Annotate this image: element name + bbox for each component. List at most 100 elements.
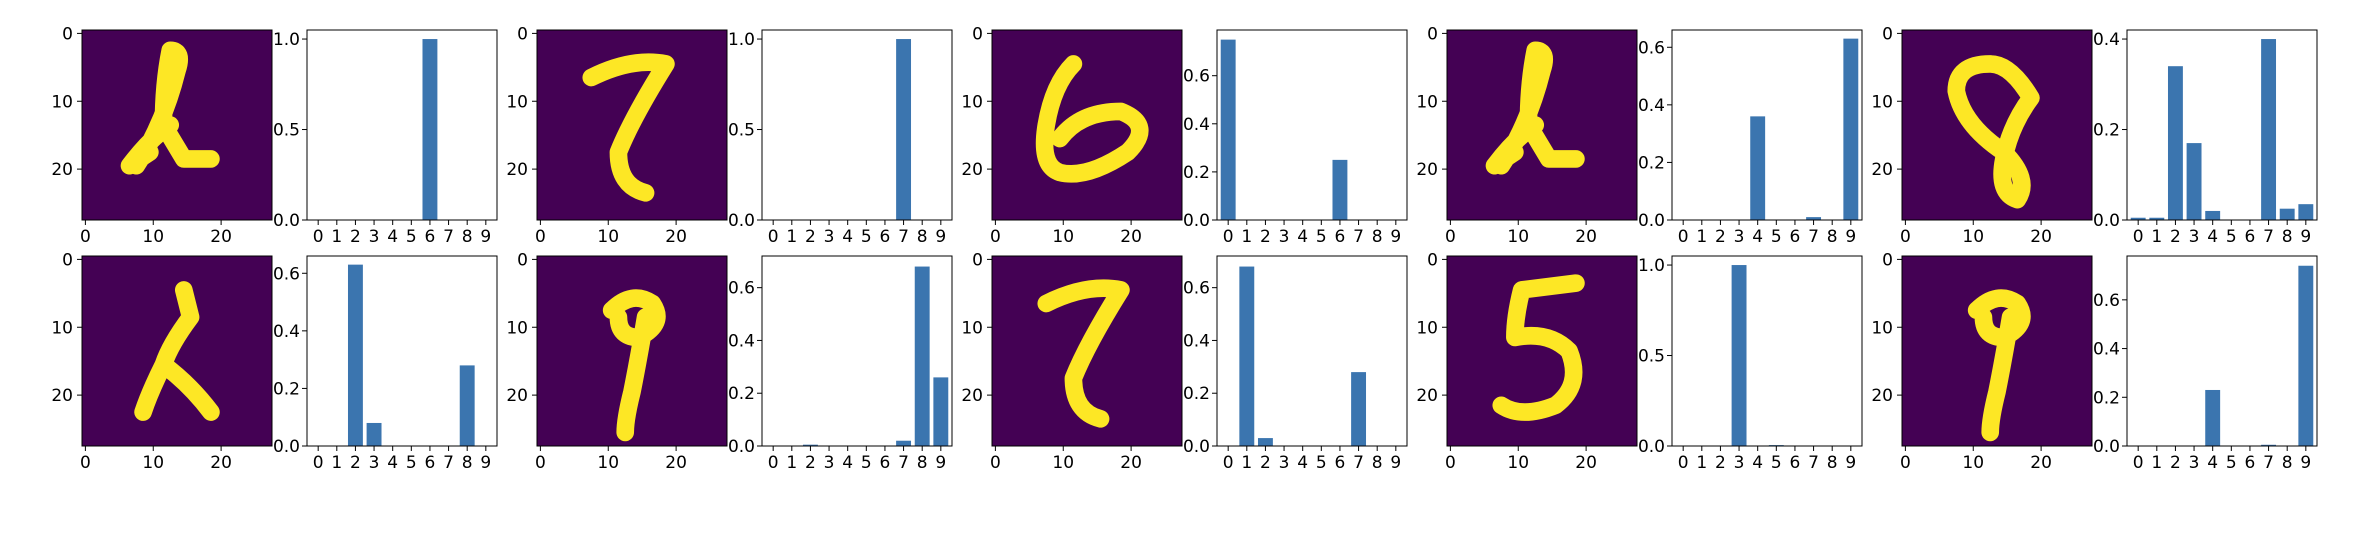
bar-xtick-label: 4 bbox=[2207, 227, 2218, 247]
image-xtick-label: 0 bbox=[990, 227, 1001, 247]
bar-chart-frame bbox=[306, 255, 498, 447]
image-ytick-label: 20 bbox=[1871, 386, 1893, 406]
bar-xtick-label: 0 bbox=[1223, 227, 1234, 247]
probability-bar bbox=[459, 365, 475, 446]
bar-xtick-label: 9 bbox=[480, 227, 491, 247]
bar-ytick-label: 0.0 bbox=[1638, 437, 1665, 457]
probability-bar bbox=[914, 266, 930, 446]
probability-bar-chart: 0.0 0.2 0.4 0.6 0 1 2 3 4 5 6 7 8 9 bbox=[1183, 29, 1408, 247]
bar-xtick-label: 0 bbox=[1223, 453, 1234, 473]
image-xtick-label: 20 bbox=[1120, 227, 1142, 247]
digit-image-panel: 0 10 20 0 10 20 bbox=[961, 250, 1183, 473]
digit-stroke bbox=[1492, 274, 1585, 421]
probability-bar bbox=[2261, 444, 2277, 446]
digit-stroke bbox=[120, 41, 220, 175]
bar-xtick-label: 3 bbox=[1734, 227, 1745, 247]
image-xtick-label: 0 bbox=[1900, 453, 1911, 473]
bar-xtick-label: 5 bbox=[861, 453, 872, 473]
image-ytick-label: 0 bbox=[1427, 250, 1438, 270]
bar-xtick-label: 7 bbox=[1808, 227, 1819, 247]
bar-xtick-label: 2 bbox=[1260, 453, 1271, 473]
bar-xtick-label: 5 bbox=[1316, 453, 1327, 473]
bar-chart-frame bbox=[2126, 29, 2318, 221]
image-ytick-label: 0 bbox=[62, 250, 73, 270]
image-ytick-label: 10 bbox=[1871, 318, 1893, 338]
probability-bar bbox=[366, 422, 382, 446]
digit-image-panel: 0 10 20 0 10 20 bbox=[1416, 24, 1638, 247]
bar-ytick-label: 0.4 bbox=[273, 322, 300, 342]
bar-xtick-label: 3 bbox=[2189, 453, 2200, 473]
image-xtick-label: 0 bbox=[990, 453, 1001, 473]
image-ytick-label: 0 bbox=[1427, 24, 1438, 44]
image-xtick-label: 20 bbox=[2030, 453, 2052, 473]
bar-xtick-label: 4 bbox=[2207, 453, 2218, 473]
probability-bar-chart: 0.0 0.5 1.0 0 1 2 3 4 5 6 7 8 9 bbox=[728, 29, 953, 247]
bar-xtick-label: 6 bbox=[1790, 227, 1801, 247]
probability-bar bbox=[2130, 217, 2146, 220]
bar-xtick-label: 6 bbox=[880, 227, 891, 247]
bar-xtick-label: 7 bbox=[443, 227, 454, 247]
bar-xtick-label: 8 bbox=[1372, 227, 1383, 247]
image-ytick-label: 0 bbox=[517, 250, 528, 270]
image-xtick-label: 0 bbox=[1445, 453, 1456, 473]
image-ytick-label: 0 bbox=[517, 24, 528, 44]
digit-stroke bbox=[602, 289, 666, 442]
image-ytick-label: 0 bbox=[1882, 250, 1893, 270]
bar-xtick-label: 3 bbox=[1279, 227, 1290, 247]
image-ytick-label: 20 bbox=[961, 160, 983, 180]
image-ytick-label: 20 bbox=[1416, 386, 1438, 406]
bar-xtick-label: 8 bbox=[1827, 227, 1838, 247]
probability-bar bbox=[422, 39, 438, 220]
bar-xtick-label: 6 bbox=[425, 453, 436, 473]
bar-xtick-label: 5 bbox=[1316, 227, 1327, 247]
digit-image-panel: 0 10 20 0 10 20 bbox=[1871, 250, 2093, 473]
digit-stroke bbox=[1967, 289, 2031, 442]
bar-xtick-label: 9 bbox=[1845, 453, 1856, 473]
image-ytick-label: 20 bbox=[51, 160, 73, 180]
bar-ytick-label: 0.2 bbox=[728, 384, 755, 404]
bar-xtick-label: 1 bbox=[786, 453, 797, 473]
image-ytick-label: 10 bbox=[1416, 318, 1438, 338]
probability-bar bbox=[1806, 217, 1822, 220]
image-ytick-label: 20 bbox=[506, 386, 528, 406]
probability-bar-chart: 0.0 0.2 0.4 0 1 2 3 4 5 6 7 8 9 bbox=[2093, 29, 2318, 247]
bar-ytick-label: 0.6 bbox=[728, 279, 755, 299]
bar-xtick-label: 7 bbox=[2263, 227, 2274, 247]
probability-bar bbox=[2205, 210, 2221, 220]
image-ytick-label: 10 bbox=[51, 318, 73, 338]
image-xtick-label: 20 bbox=[210, 227, 232, 247]
bar-xtick-label: 2 bbox=[2170, 227, 2181, 247]
probability-bar-chart: 0.0 0.2 0.4 0.6 0 1 2 3 4 5 6 7 8 9 bbox=[273, 255, 498, 473]
bar-xtick-label: 5 bbox=[2226, 453, 2237, 473]
digit-image-panel: 0 10 20 0 10 20 bbox=[1416, 250, 1638, 473]
image-ytick-label: 0 bbox=[1882, 24, 1893, 44]
bar-xtick-label: 6 bbox=[1790, 453, 1801, 473]
image-xtick-label: 20 bbox=[210, 453, 232, 473]
bar-xtick-label: 1 bbox=[331, 453, 342, 473]
bar-ytick-label: 0.0 bbox=[1183, 211, 1210, 231]
bar-xtick-label: 0 bbox=[768, 453, 779, 473]
bar-xtick-label: 5 bbox=[2226, 227, 2237, 247]
image-xtick-label: 20 bbox=[1575, 227, 1597, 247]
bar-ytick-label: 0.6 bbox=[1638, 38, 1665, 58]
probability-bar bbox=[896, 440, 912, 446]
probability-bar bbox=[1351, 372, 1367, 446]
bar-xtick-label: 1 bbox=[1696, 453, 1707, 473]
bar-xtick-label: 6 bbox=[1335, 227, 1346, 247]
bar-xtick-label: 8 bbox=[462, 453, 473, 473]
image-xtick-label: 10 bbox=[1962, 453, 1984, 473]
probability-bar bbox=[1332, 159, 1348, 220]
bar-xtick-label: 6 bbox=[1335, 453, 1346, 473]
image-ytick-label: 0 bbox=[972, 24, 983, 44]
probability-bar-chart: 0.0 0.2 0.4 0.6 0 1 2 3 4 5 6 7 8 9 bbox=[2093, 255, 2318, 473]
probability-bar bbox=[1843, 38, 1859, 220]
digit-image-panel: 0 10 20 0 10 20 bbox=[1871, 24, 2093, 247]
bar-xtick-label: 9 bbox=[1845, 227, 1856, 247]
bar-xtick-label: 0 bbox=[313, 227, 324, 247]
bar-xtick-label: 8 bbox=[462, 227, 473, 247]
bar-xtick-label: 3 bbox=[2189, 227, 2200, 247]
bar-xtick-label: 8 bbox=[2282, 453, 2293, 473]
bar-xtick-label: 7 bbox=[1353, 453, 1364, 473]
bar-xtick-label: 4 bbox=[842, 453, 853, 473]
probability-bar bbox=[2186, 143, 2202, 220]
